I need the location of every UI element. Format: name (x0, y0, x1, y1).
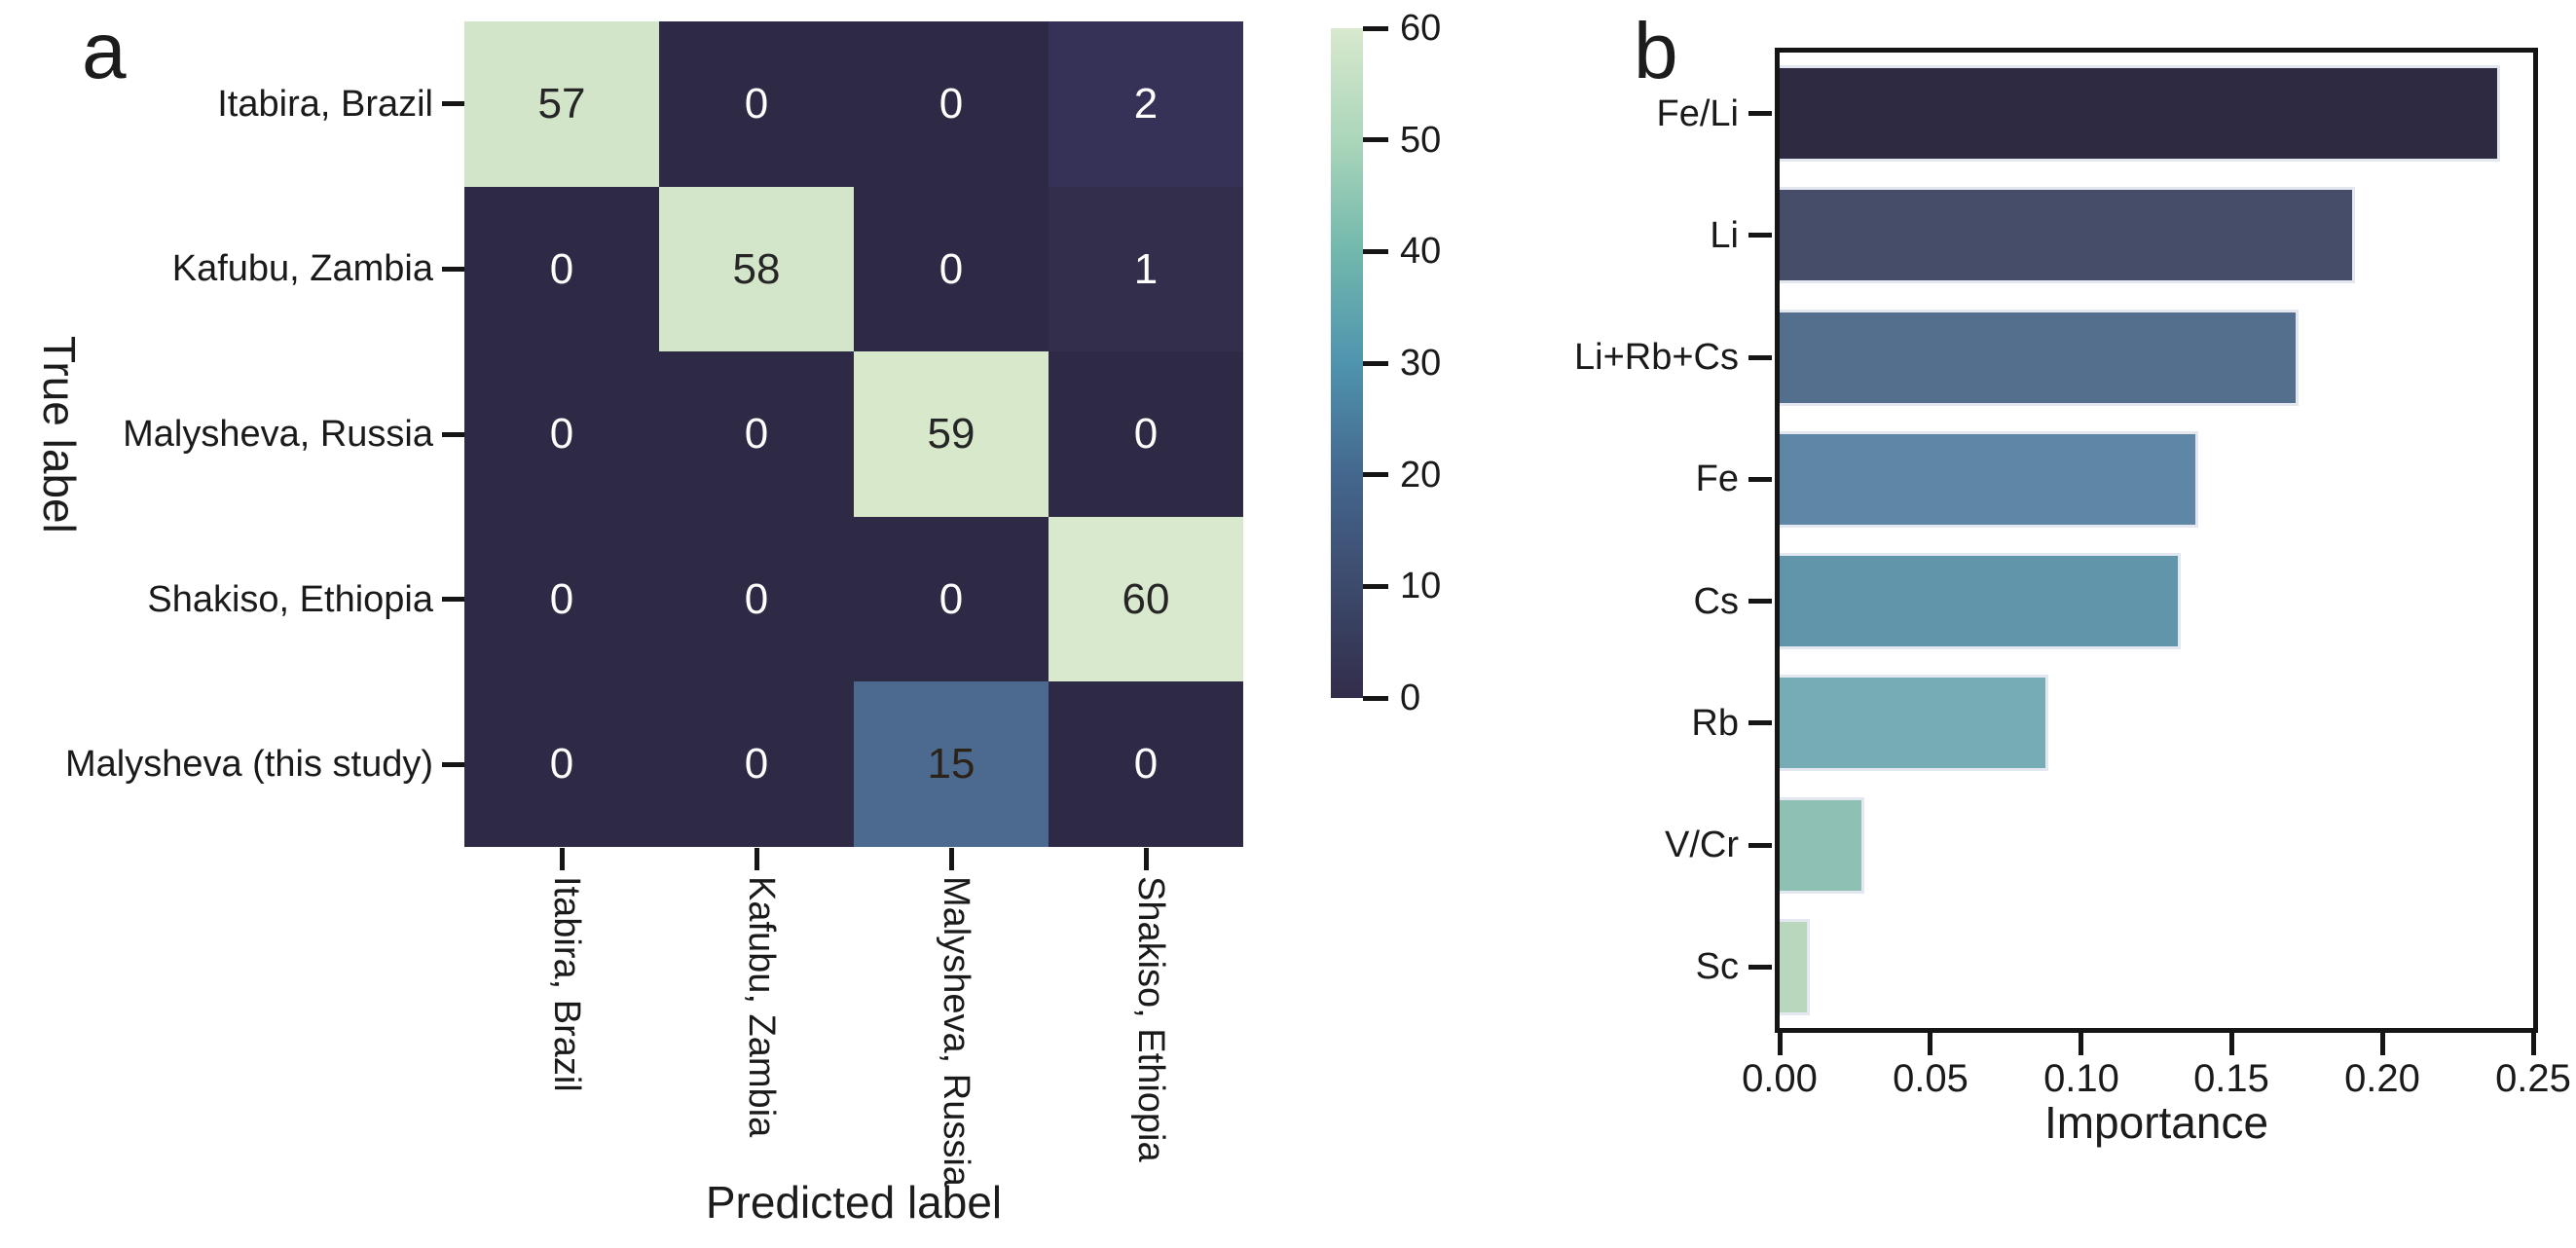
colorbar-tick-label: 60 (1400, 8, 1442, 49)
x-tick-mark (2380, 1033, 2385, 1055)
heatmap-cell: 0 (659, 21, 854, 187)
panel-b-letter: b (1634, 7, 1678, 95)
y-tick-mark (442, 432, 464, 437)
x-tick-label: 0.10 (2043, 1057, 2119, 1100)
importance-bar (1780, 65, 2500, 162)
y-tick-mark (442, 101, 464, 106)
heatmap-cell: 0 (854, 187, 1049, 352)
heatmap-cell: 1 (1049, 187, 1243, 352)
y-tick-label: Fe (1695, 459, 1739, 499)
x-tick-mark (1144, 848, 1149, 870)
y-tick-label: Sc (1695, 946, 1739, 987)
x-axis-title-importance: Importance (2043, 1097, 2269, 1148)
y-tick-mark (1748, 843, 1772, 848)
y-tick-label: Li+Rb+Cs (1574, 337, 1739, 378)
x-axis-title-predicted-label: Predicted label (705, 1177, 1003, 1228)
y-tick-label: Malysheva, Russia (123, 414, 433, 455)
x-tick-mark (560, 848, 565, 870)
y-tick-mark (442, 597, 464, 602)
x-tick-mark (2079, 1033, 2083, 1055)
heatmap-cell: 60 (1049, 517, 1243, 682)
y-axis-title-true-label: True label (34, 335, 85, 533)
heatmap-cell: 0 (464, 681, 659, 847)
y-tick-mark (1748, 477, 1772, 482)
y-tick-mark (1748, 111, 1772, 116)
y-tick-mark (1748, 355, 1772, 360)
panel-a-letter: a (82, 7, 127, 95)
x-tick-label: 0.20 (2344, 1057, 2420, 1100)
heatmap-cell: 0 (854, 517, 1049, 682)
y-tick-label: Kafubu, Zambia (171, 248, 433, 289)
y-tick-label: Shakiso, Ethiopia (147, 579, 433, 620)
colorbar-tick-mark (1363, 696, 1388, 701)
y-tick-label: Malysheva (this study) (64, 744, 433, 785)
y-tick-label: Rb (1691, 703, 1739, 744)
colorbar-tick-label: 0 (1400, 678, 1421, 718)
colorbar (1331, 28, 1363, 698)
heatmap-cell: 2 (1049, 21, 1243, 187)
colorbar-tick-label: 20 (1400, 455, 1442, 496)
colorbar-tick-mark (1363, 137, 1388, 142)
heatmap-cell: 0 (1049, 681, 1243, 847)
importance-bar (1780, 431, 2198, 528)
heatmap-cell: 0 (464, 517, 659, 682)
colorbar-tick-label: 10 (1400, 566, 1442, 606)
x-tick-label: Shakiso, Ethiopia (1130, 876, 1171, 1162)
x-tick-label: 0.15 (2193, 1057, 2269, 1100)
heatmap-cell: 59 (854, 351, 1049, 517)
importance-bar (1780, 675, 2048, 771)
y-tick-mark (1748, 720, 1772, 725)
x-tick-mark (1928, 1033, 1932, 1055)
importance-bar (1780, 187, 2355, 283)
heatmap-cell: 0 (854, 21, 1049, 187)
y-tick-mark (1748, 965, 1772, 970)
y-tick-label: Li (1710, 215, 1739, 256)
x-tick-mark (2229, 1033, 2234, 1055)
colorbar-tick-mark (1363, 361, 1388, 366)
importance-bar (1780, 553, 2181, 649)
colorbar-tick-label: 40 (1400, 231, 1442, 272)
x-tick-label: 0.05 (1893, 1057, 1969, 1100)
heatmap-cell: 58 (659, 187, 854, 352)
y-tick-mark (442, 267, 464, 272)
colorbar-tick-mark (1363, 584, 1388, 589)
heatmap-cell: 0 (464, 187, 659, 352)
y-tick-label: Fe/Li (1656, 93, 1739, 134)
heatmap-cell: 57 (464, 21, 659, 187)
colorbar-tick-label: 30 (1400, 343, 1442, 384)
x-tick-mark (2531, 1033, 2536, 1055)
x-tick-mark (754, 848, 759, 870)
x-tick-mark (949, 848, 954, 870)
y-tick-mark (1748, 233, 1772, 238)
x-tick-label: 0.25 (2495, 1057, 2571, 1100)
importance-bar (1780, 797, 1864, 894)
y-tick-label: V/Cr (1665, 825, 1739, 865)
x-tick-label: Itabira, Brazil (546, 876, 587, 1092)
colorbar-tick-mark (1363, 472, 1388, 477)
x-tick-label: 0.00 (1742, 1057, 1818, 1100)
x-tick-label: Kafubu, Zambia (741, 876, 782, 1138)
heatmap-cell: 0 (659, 351, 854, 517)
heatmap-cell: 0 (464, 351, 659, 517)
heatmap-cell: 0 (659, 517, 854, 682)
y-tick-label: Cs (1693, 581, 1739, 622)
colorbar-tick-label: 50 (1400, 120, 1442, 161)
x-tick-mark (1778, 1033, 1783, 1055)
y-tick-label: Itabira, Brazil (217, 84, 433, 125)
y-tick-mark (442, 762, 464, 767)
heatmap-cell: 0 (1049, 351, 1243, 517)
x-tick-label: Malysheva, Russia (936, 876, 976, 1187)
y-tick-mark (1748, 599, 1772, 604)
bar-chart-frame (1775, 48, 2538, 1033)
heatmap-cell: 0 (659, 681, 854, 847)
heatmap-cell: 15 (854, 681, 1049, 847)
importance-bar (1780, 919, 1810, 1015)
colorbar-tick-mark (1363, 249, 1388, 254)
importance-bar (1780, 310, 2299, 406)
colorbar-tick-mark (1363, 26, 1388, 31)
